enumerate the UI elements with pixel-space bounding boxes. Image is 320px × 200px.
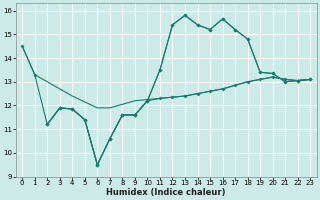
X-axis label: Humidex (Indice chaleur): Humidex (Indice chaleur) [107, 188, 226, 197]
